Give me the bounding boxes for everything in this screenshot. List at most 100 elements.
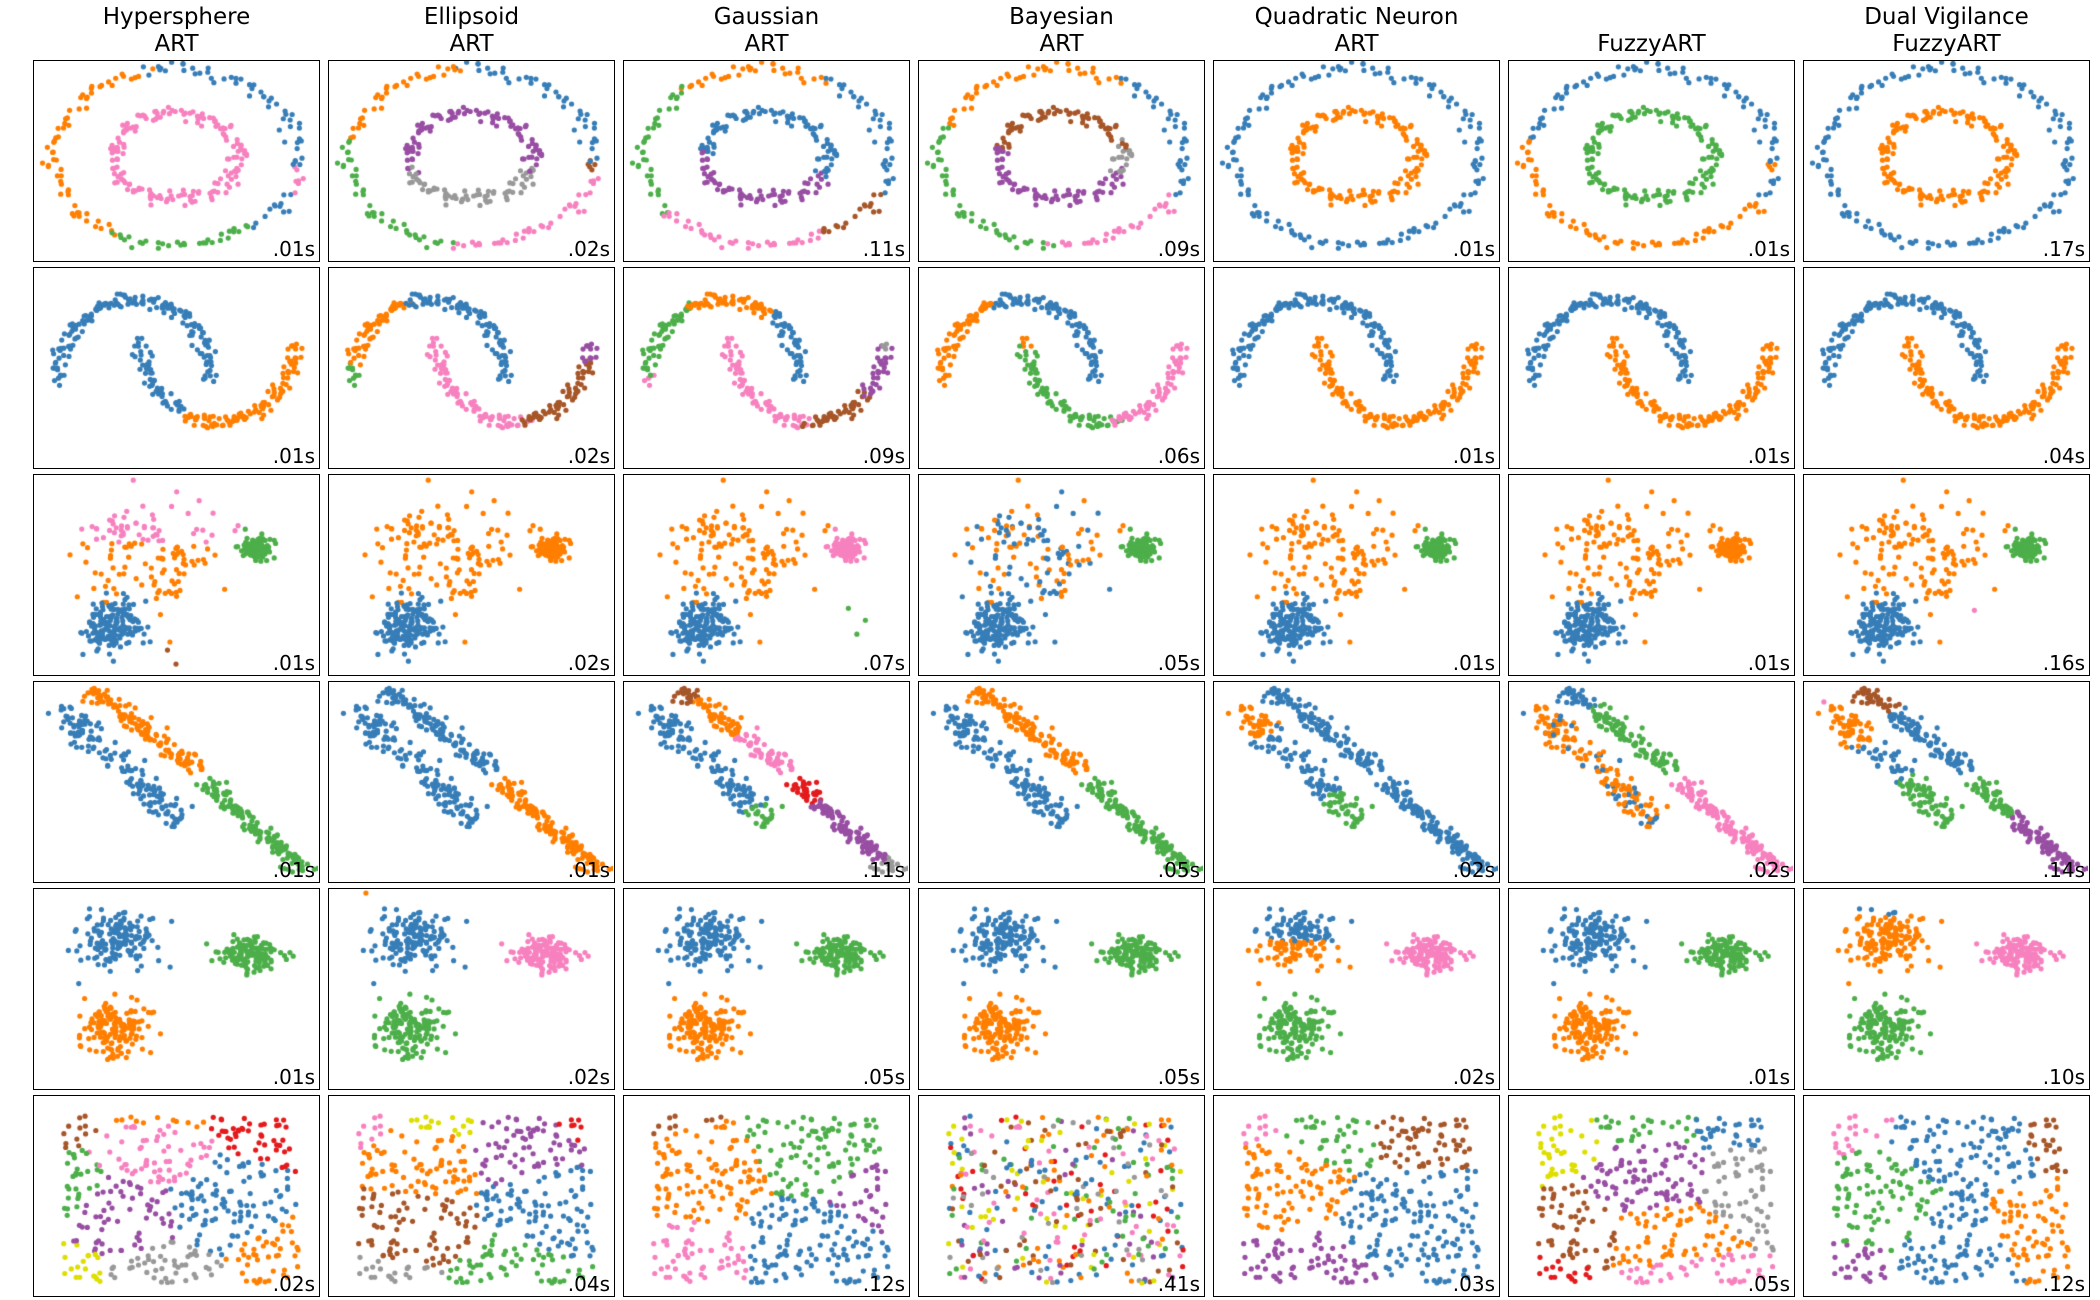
subplot-noisy-circles-ellipsoid-art: .02s — [328, 60, 615, 262]
column-title-gaussian-art: Gaussian ART — [623, 0, 910, 58]
scatter-canvas — [1804, 1096, 2088, 1295]
fit-time-label: .05s — [1157, 651, 1200, 675]
scatter-canvas — [329, 475, 613, 674]
fit-time-label: .16s — [2042, 651, 2085, 675]
subplot-anisotropic-dual-vigilance-fuzzyart: .14s — [1803, 681, 2090, 883]
fit-time-label: .01s — [1452, 651, 1495, 675]
scatter-canvas — [1214, 682, 1498, 881]
fit-time-label: .01s — [1747, 651, 1790, 675]
column-title-line1: Gaussian — [713, 4, 820, 30]
scatter-canvas — [1804, 682, 2088, 881]
subplot-anisotropic-fuzzyart: .02s — [1508, 681, 1795, 883]
column-title-ellipsoid-art: Ellipsoid ART — [328, 0, 615, 58]
subplot-varied-blobs-bayesian-art: .05s — [918, 474, 1205, 676]
scatter-canvas — [34, 61, 318, 260]
scatter-canvas — [1804, 889, 2088, 1088]
scatter-canvas — [919, 61, 1203, 260]
fit-time-label: .02s — [567, 651, 610, 675]
fit-time-label: .10s — [2042, 1065, 2085, 1089]
scatter-canvas — [1509, 889, 1793, 1088]
column-title-line2: ART — [744, 31, 789, 57]
fit-time-label: .03s — [1452, 1272, 1495, 1296]
subplot-no-structure-dual-vigilance-fuzzyart: .12s — [1803, 1095, 2090, 1297]
subplot-noisy-moons-gaussian-art: .09s — [623, 267, 910, 469]
scatter-canvas — [329, 889, 613, 1088]
column-title-hypersphere-art: Hypersphere ART — [33, 0, 320, 58]
fit-time-label: .01s — [1747, 1065, 1790, 1089]
subplot-blobs-quadratic-neuron-art: .02s — [1213, 888, 1500, 1090]
fit-time-label: .05s — [1747, 1272, 1790, 1296]
subplot-noisy-circles-hypersphere-art: .01s — [33, 60, 320, 262]
subplot-noisy-moons-quadratic-neuron-art: .01s — [1213, 267, 1500, 469]
fit-time-label: .01s — [272, 444, 315, 468]
scatter-canvas — [1804, 61, 2088, 260]
scatter-canvas — [919, 889, 1203, 1088]
column-title-line1: Dual Vigilance — [1864, 4, 2029, 30]
scatter-canvas — [34, 268, 318, 467]
subplot-anisotropic-hypersphere-art: .01s — [33, 681, 320, 883]
scatter-canvas — [624, 475, 908, 674]
scatter-canvas — [1214, 268, 1498, 467]
fit-time-label: .11s — [862, 237, 905, 261]
subplot-blobs-bayesian-art: .05s — [918, 888, 1205, 1090]
column-title-quadratic-neuron-art: Quadratic Neuron ART — [1213, 0, 1500, 58]
scatter-canvas — [1509, 1096, 1793, 1295]
scatter-canvas — [919, 475, 1203, 674]
column-title-line2: FuzzyART — [1892, 31, 2001, 57]
subplot-noisy-circles-fuzzyart: .01s — [1508, 60, 1795, 262]
fit-time-label: .11s — [862, 858, 905, 882]
fit-time-label: .02s — [1452, 1065, 1495, 1089]
fit-time-label: .01s — [1747, 237, 1790, 261]
scatter-canvas — [329, 61, 613, 260]
column-title-line1: Bayesian — [1009, 4, 1114, 30]
fit-time-label: .02s — [1747, 858, 1790, 882]
scatter-canvas — [34, 1096, 318, 1295]
scatter-canvas — [34, 475, 318, 674]
subplot-blobs-fuzzyart: .01s — [1508, 888, 1795, 1090]
fit-time-label: .01s — [567, 858, 610, 882]
column-title-line2: FuzzyART — [1597, 31, 1706, 57]
column-title-dual-vigilance-fuzzyart: Dual Vigilance FuzzyART — [1803, 0, 2090, 58]
fit-time-label: .05s — [1157, 1065, 1200, 1089]
column-title-line2: ART — [1039, 31, 1084, 57]
scatter-canvas — [1804, 475, 2088, 674]
fit-time-label: .02s — [1452, 858, 1495, 882]
subplot-noisy-circles-quadratic-neuron-art: .01s — [1213, 60, 1500, 262]
subplot-noisy-moons-hypersphere-art: .01s — [33, 267, 320, 469]
scatter-canvas — [1214, 1096, 1498, 1295]
subplot-anisotropic-quadratic-neuron-art: .02s — [1213, 681, 1500, 883]
fit-time-label: .04s — [567, 1272, 610, 1296]
fit-time-label: .01s — [1452, 237, 1495, 261]
subplot-no-structure-fuzzyart: .05s — [1508, 1095, 1795, 1297]
fit-time-label: .05s — [1157, 858, 1200, 882]
fit-time-label: .14s — [2042, 858, 2085, 882]
fit-time-label: .12s — [862, 1272, 905, 1296]
scatter-canvas — [329, 268, 613, 467]
scatter-canvas — [1214, 889, 1498, 1088]
scatter-canvas — [1509, 61, 1793, 260]
subplot-blobs-dual-vigilance-fuzzyart: .10s — [1803, 888, 2090, 1090]
fit-time-label: .01s — [1747, 444, 1790, 468]
subplot-blobs-gaussian-art: .05s — [623, 888, 910, 1090]
subplot-anisotropic-gaussian-art: .11s — [623, 681, 910, 883]
fit-time-label: .01s — [272, 858, 315, 882]
scatter-canvas — [919, 682, 1203, 881]
subplot-no-structure-bayesian-art: .41s — [918, 1095, 1205, 1297]
subplot-blobs-ellipsoid-art: .02s — [328, 888, 615, 1090]
scatter-canvas — [624, 61, 908, 260]
subplot-anisotropic-bayesian-art: .05s — [918, 681, 1205, 883]
scatter-canvas — [1509, 682, 1793, 881]
scatter-canvas — [1214, 61, 1498, 260]
subplot-noisy-moons-bayesian-art: .06s — [918, 267, 1205, 469]
scatter-canvas — [329, 682, 613, 881]
scatter-canvas — [329, 1096, 613, 1295]
subplot-no-structure-hypersphere-art: .02s — [33, 1095, 320, 1297]
column-title-line2: ART — [154, 31, 199, 57]
fit-time-label: .09s — [862, 444, 905, 468]
scatter-canvas — [919, 1096, 1203, 1295]
fit-time-label: .41s — [1157, 1272, 1200, 1296]
scatter-canvas — [1509, 268, 1793, 467]
subplot-noisy-moons-ellipsoid-art: .02s — [328, 267, 615, 469]
fit-time-label: .02s — [567, 444, 610, 468]
subplot-no-structure-quadratic-neuron-art: .03s — [1213, 1095, 1500, 1297]
